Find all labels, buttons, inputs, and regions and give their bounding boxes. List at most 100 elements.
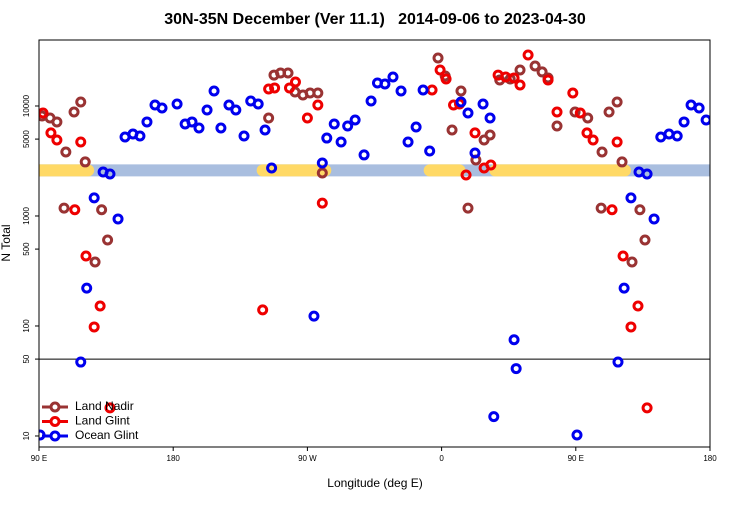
point	[424, 145, 436, 157]
y-tick-label: 500	[22, 242, 31, 256]
point	[365, 95, 377, 107]
legend-marker	[49, 416, 61, 427]
point	[223, 99, 235, 111]
point	[617, 250, 629, 262]
x-tick-label: 90 E	[31, 454, 47, 463]
point	[201, 104, 213, 116]
point	[625, 192, 637, 204]
legend-label: Land Nadir	[75, 399, 134, 413]
legend-label: Land Glint	[75, 414, 130, 428]
point	[269, 82, 281, 94]
point	[671, 130, 683, 142]
legend-marker	[49, 401, 61, 413]
x-axis-label: Longitude (deg E)	[327, 476, 422, 490]
point	[156, 102, 168, 114]
point	[417, 84, 429, 96]
point	[358, 149, 370, 161]
point	[349, 114, 361, 126]
point	[626, 256, 638, 268]
point	[469, 147, 481, 159]
legend-label: Ocean Glint	[75, 428, 139, 442]
point	[582, 112, 594, 124]
point	[379, 78, 391, 90]
point	[514, 79, 526, 91]
y-tick-label: 1000	[22, 207, 31, 225]
point	[259, 124, 271, 136]
point	[69, 204, 81, 216]
point	[612, 356, 624, 368]
point	[440, 73, 452, 85]
point	[510, 363, 522, 375]
point	[402, 136, 414, 148]
point	[571, 429, 583, 441]
point	[551, 106, 563, 118]
point	[257, 304, 269, 316]
point	[522, 49, 534, 61]
point	[75, 96, 87, 108]
point	[542, 74, 554, 86]
point	[410, 121, 422, 133]
point	[75, 356, 87, 368]
point	[193, 122, 205, 134]
y-tick-label: 10000	[22, 94, 31, 117]
point	[446, 124, 458, 136]
point	[514, 64, 526, 76]
point	[89, 256, 101, 268]
point	[678, 116, 690, 128]
point	[186, 116, 198, 128]
point	[342, 120, 354, 132]
point	[648, 213, 660, 225]
point	[104, 402, 116, 414]
point	[587, 134, 599, 146]
point	[455, 96, 467, 108]
point	[551, 120, 563, 132]
point	[616, 156, 628, 168]
x-tick-label: 90 E	[568, 454, 584, 463]
point	[316, 197, 328, 209]
point	[606, 204, 618, 216]
point	[434, 64, 446, 76]
point	[88, 321, 100, 333]
point	[75, 136, 87, 148]
point	[484, 112, 496, 124]
point	[641, 168, 653, 180]
x-tick-label: 180	[167, 454, 181, 463]
point	[462, 107, 474, 119]
point	[282, 67, 294, 79]
point	[567, 87, 579, 99]
point	[171, 98, 183, 110]
point	[595, 202, 607, 214]
point	[508, 334, 520, 346]
y-axis-label: N Total	[0, 224, 13, 261]
point	[289, 76, 301, 88]
y-tick-label: 100	[22, 319, 31, 333]
point	[51, 116, 63, 128]
point	[104, 168, 116, 180]
x-tick-label: 90 W	[298, 454, 317, 463]
point	[611, 96, 623, 108]
point	[700, 114, 710, 126]
point	[263, 83, 275, 95]
point	[316, 167, 328, 179]
plot-area	[39, 49, 710, 441]
point	[230, 104, 242, 116]
point	[58, 202, 70, 214]
point	[387, 71, 399, 83]
point	[485, 159, 497, 171]
point	[45, 127, 57, 139]
point	[94, 300, 106, 312]
point	[426, 84, 438, 96]
point	[488, 411, 500, 423]
point	[603, 106, 615, 118]
point	[335, 136, 347, 148]
point	[266, 162, 278, 174]
point	[88, 192, 100, 204]
point	[321, 132, 333, 144]
point	[112, 213, 124, 225]
point	[641, 402, 653, 414]
point	[477, 98, 489, 110]
point	[328, 118, 340, 130]
point	[208, 85, 220, 97]
